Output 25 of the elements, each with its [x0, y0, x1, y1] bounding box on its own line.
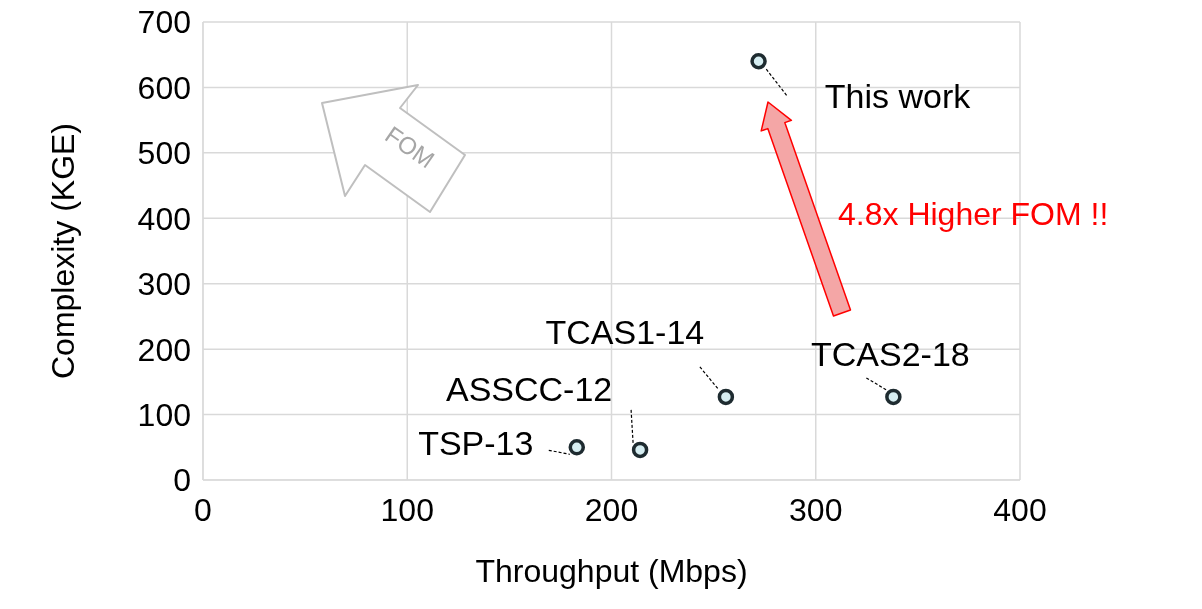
y-axis-title: Complexity (KGE) [45, 122, 82, 380]
annotation: ASSCC-12 [445, 369, 613, 408]
annotation: 4.8x Higher FOM !! [838, 196, 1109, 232]
point [717, 388, 735, 406]
x-tick-label: 300 [789, 491, 843, 528]
annotation: TCAS2-18 [811, 334, 970, 373]
point [750, 53, 767, 70]
annotation: TSP-13 [418, 424, 534, 463]
y-tick-label: 500 [137, 135, 191, 172]
point [885, 388, 902, 406]
x-tick-label: 400 [993, 491, 1047, 528]
y-tick-label: 100 [137, 396, 191, 433]
y-tick-label: 0 [173, 462, 191, 499]
y-tick-label: 200 [137, 331, 191, 368]
x-tick-label: 200 [584, 491, 639, 528]
x-axis-title: Throughput (Mbps) [475, 553, 748, 589]
y-tick-label: 600 [137, 69, 191, 106]
annotation: This work [824, 77, 972, 116]
annotation: TCAS1-14 [545, 312, 705, 351]
x-tick-label: 100 [380, 491, 434, 528]
y-tick-label: 300 [137, 266, 191, 303]
y-tick-label: 400 [137, 200, 191, 237]
y-tick-label: 700 [137, 4, 191, 41]
point [568, 439, 586, 456]
point [631, 441, 649, 459]
